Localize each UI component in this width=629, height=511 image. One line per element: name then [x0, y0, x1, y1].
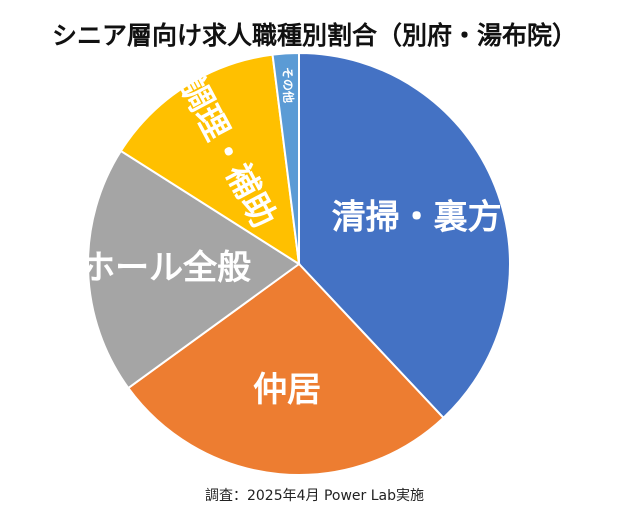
pie-slice-label: 清掃・裏方	[332, 197, 502, 237]
pie-slice	[126, 262, 445, 476]
pie-slice	[119, 53, 301, 266]
pie-slice-label: ホール全般	[81, 248, 251, 288]
pie-slice	[87, 149, 301, 390]
pie-slice-label: 仲居	[253, 370, 321, 410]
pie-slices	[87, 51, 511, 476]
pie-slice	[271, 51, 300, 265]
chart-source-note: 調査：2025年4月 Power Lab実施	[204, 488, 425, 504]
pie-slice	[298, 51, 511, 420]
pie-slice-label: その他	[280, 67, 296, 104]
chart-title: シニア層向け求人職種別割合（別府・湯布院）	[51, 21, 577, 50]
